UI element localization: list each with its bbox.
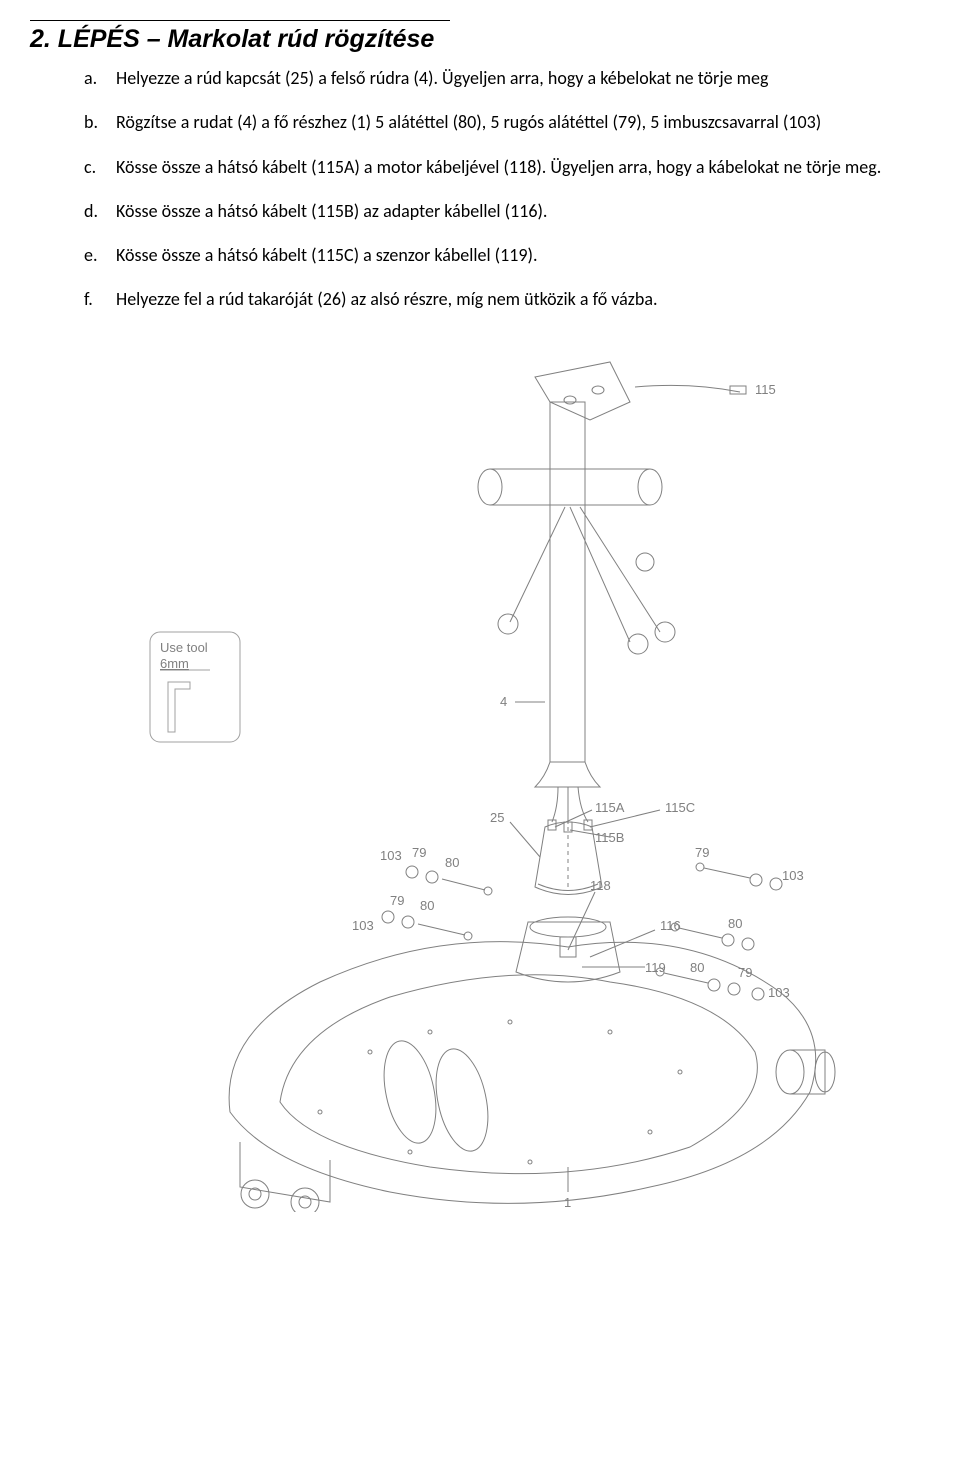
callout-80-br: 80 xyxy=(728,916,742,931)
assembly-diagram: Use tool 6mm 115 4 25 115A 115B 115C 103… xyxy=(30,332,930,1212)
callout-79-tl: 79 xyxy=(412,845,426,860)
callout-115A: 115A xyxy=(595,800,625,815)
callout-115B: 115B xyxy=(595,830,624,845)
toolbox-line2: 6mm xyxy=(160,656,189,671)
step-heading: 2. LÉPÉS – Markolat rúd rögzítése xyxy=(30,25,930,54)
callout-80-bl: 80 xyxy=(420,898,434,913)
step-item: b. Rögzítse a rudat (4) a fő részhez (1)… xyxy=(84,110,930,134)
step-marker: f. xyxy=(84,287,93,311)
callout-79-tr: 79 xyxy=(695,845,709,860)
step-item: a. Helyezze a rúd kapcsát (25) a felső r… xyxy=(84,66,930,90)
step-text: Rögzítse a rudat (4) a fő részhez (1) 5 … xyxy=(116,111,821,133)
step-marker: a. xyxy=(84,66,97,90)
step-marker: d. xyxy=(84,199,98,223)
step-marker: e. xyxy=(84,243,98,267)
step-marker: c. xyxy=(84,155,96,179)
callout-103-br: 103 xyxy=(768,985,790,1000)
step-item: c. Kösse össze a hátsó kábelt (115A) a m… xyxy=(84,155,930,179)
callout-80-tl: 80 xyxy=(445,855,459,870)
callout-79-bl: 79 xyxy=(390,893,404,908)
assembly-svg: Use tool 6mm 115 4 25 115A 115B 115C 103… xyxy=(90,332,870,1212)
callout-4: 4 xyxy=(500,694,507,709)
step-text: Helyezze a rúd kapcsát (25) a felső rúdr… xyxy=(116,67,768,89)
callout-118: 118 xyxy=(590,878,611,893)
callout-103-bl: 103 xyxy=(352,918,374,933)
step-text: Helyezze fel a rúd takaróját (26) az als… xyxy=(116,288,658,310)
toolbox-line1: Use tool xyxy=(160,640,208,655)
step-list: a. Helyezze a rúd kapcsát (25) a felső r… xyxy=(84,66,930,312)
callout-103-tl: 103 xyxy=(380,848,402,863)
callout-79-br: 79 xyxy=(738,965,752,980)
step-item: d. Kösse össze a hátsó kábelt (115B) az … xyxy=(84,199,930,223)
callout-115: 115 xyxy=(755,382,776,397)
callout-119: 119 xyxy=(645,960,666,975)
step-item: f. Helyezze fel a rúd takaróját (26) az … xyxy=(84,287,930,311)
step-marker: b. xyxy=(84,110,98,134)
step-text: Kösse össze a hátsó kábelt (115B) az ada… xyxy=(116,200,547,222)
step-text: Kösse össze a hátsó kábelt (115C) a szen… xyxy=(116,244,538,266)
callout-116: 116 xyxy=(660,918,681,933)
callout-103-tr: 103 xyxy=(782,868,804,883)
callout-25: 25 xyxy=(490,810,504,825)
callout-1: 1 xyxy=(564,1195,571,1210)
top-rule xyxy=(30,20,450,21)
callout-80-br2: 80 xyxy=(690,960,704,975)
callout-115C: 115C xyxy=(665,800,695,815)
step-item: e. Kösse össze a hátsó kábelt (115C) a s… xyxy=(84,243,930,267)
step-text: Kösse össze a hátsó kábelt (115A) a moto… xyxy=(116,156,881,178)
